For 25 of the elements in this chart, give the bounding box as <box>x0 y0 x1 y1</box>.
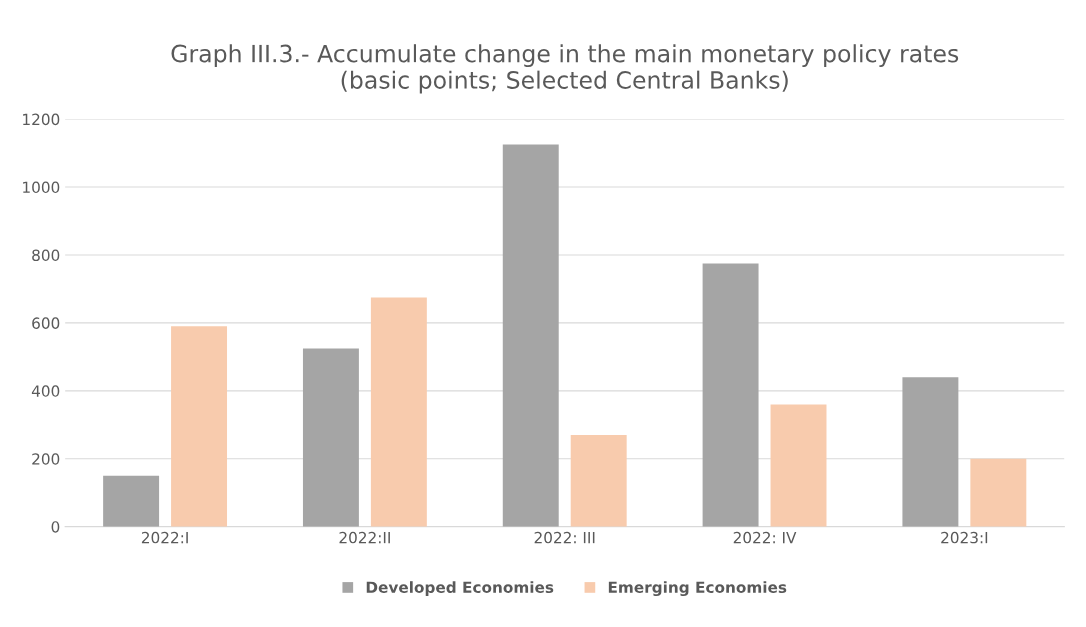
bar <box>570 434 627 527</box>
x-tick-label: 2022: III <box>534 531 595 544</box>
y-tick-label: 1000 <box>23 181 60 194</box>
y-tick-label: 0 <box>51 521 60 533</box>
bar <box>103 475 160 527</box>
x-tick-label: 2022:II <box>339 531 390 544</box>
bar <box>502 144 559 527</box>
y-tick-label: 200 <box>32 453 60 465</box>
x-tick-label: 2023:I <box>941 531 988 544</box>
legend-label: Emerging Economies <box>608 581 787 597</box>
chart-title: Graph III.3.- Accumulate change in the main monetary policy rates (basic points; Selected Central Banks) <box>171 44 959 94</box>
bar <box>370 297 427 527</box>
bar <box>770 404 827 527</box>
y-tick-label: 600 <box>32 317 60 329</box>
y-tick-label: 400 <box>31 385 60 397</box>
bar <box>702 263 759 527</box>
y-tick-label: 1200 <box>23 113 60 126</box>
x-tick-label: 2022:I <box>141 531 188 544</box>
bar <box>171 326 228 527</box>
legend-label: Developed Economies <box>366 581 554 596</box>
bar <box>902 377 959 527</box>
bar <box>970 458 1027 527</box>
x-tick-label: 2022: IV <box>733 531 797 544</box>
bar <box>302 348 359 527</box>
y-tick-label: 800 <box>32 249 60 261</box>
